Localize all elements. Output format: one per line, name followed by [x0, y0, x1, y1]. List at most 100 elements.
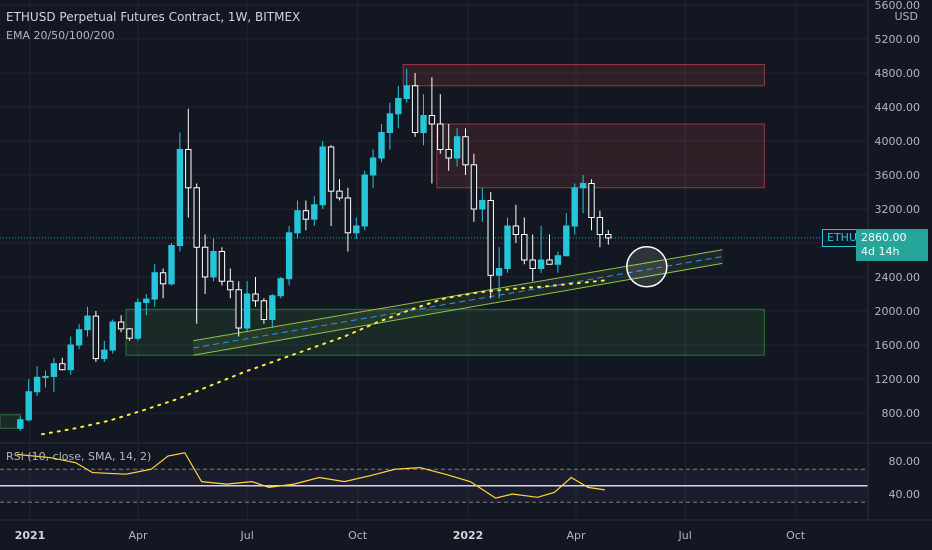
candle[interactable]: [67, 336, 74, 375]
candle[interactable]: [260, 298, 268, 324]
candle[interactable]: [42, 370, 49, 388]
candle[interactable]: [33, 366, 41, 396]
candle[interactable]: [285, 226, 293, 286]
rsi-panel: [0, 442, 932, 503]
candle[interactable]: [537, 226, 545, 273]
resistance-zone[interactable]: [436, 123, 765, 189]
candle[interactable]: [227, 268, 234, 299]
candle[interactable]: [302, 200, 310, 231]
candle[interactable]: [319, 141, 326, 209]
candle-body: [92, 315, 100, 360]
x-tick-label: Oct: [786, 529, 806, 542]
candle[interactable]: [596, 210, 604, 248]
candle[interactable]: [353, 217, 360, 239]
candle[interactable]: [521, 217, 528, 265]
candle-body: [17, 419, 24, 429]
candle[interactable]: [470, 153, 478, 222]
candle[interactable]: [218, 247, 226, 286]
candle[interactable]: [25, 379, 32, 422]
candle-body: [479, 200, 486, 210]
candle[interactable]: [504, 217, 511, 273]
candle[interactable]: [428, 77, 436, 184]
candle-body: [605, 234, 612, 239]
marker: [626, 246, 668, 288]
candle-body: [495, 268, 503, 276]
candle[interactable]: [361, 170, 368, 231]
candle[interactable]: [269, 294, 276, 328]
candle[interactable]: [143, 294, 150, 316]
rsi-tick-label: 40.00: [889, 488, 921, 501]
candle[interactable]: [17, 416, 24, 431]
candle[interactable]: [311, 196, 318, 226]
candle[interactable]: [529, 234, 536, 282]
candle[interactable]: [479, 187, 486, 222]
candle[interactable]: [201, 234, 209, 295]
candle[interactable]: [168, 243, 175, 286]
candle[interactable]: [176, 132, 184, 252]
candle[interactable]: [563, 213, 570, 257]
candle[interactable]: [336, 179, 343, 201]
candle[interactable]: [294, 200, 301, 239]
candle[interactable]: [243, 281, 251, 333]
candle[interactable]: [59, 357, 66, 371]
candle[interactable]: [126, 328, 133, 341]
candle[interactable]: [378, 124, 385, 163]
candle[interactable]: [437, 94, 444, 154]
candle-body: [277, 278, 284, 297]
candle[interactable]: [193, 183, 200, 324]
candle[interactable]: [92, 311, 100, 362]
candle[interactable]: [159, 268, 167, 299]
resistance-zone[interactable]: [402, 64, 765, 87]
candle[interactable]: [571, 183, 578, 235]
candle[interactable]: [101, 340, 108, 362]
channel-upper-line[interactable]: [193, 249, 723, 342]
rsi-legend[interactable]: RSI (10, close, SMA, 14, 2): [6, 450, 152, 463]
candle[interactable]: [403, 68, 410, 103]
candle[interactable]: [554, 251, 562, 273]
channel-lower-line[interactable]: [193, 262, 723, 356]
candle[interactable]: [344, 187, 352, 252]
indicator-legend[interactable]: EMA 20/50/100/200: [6, 29, 115, 42]
candle-body: [487, 200, 494, 276]
candle[interactable]: [588, 179, 595, 231]
ema-line[interactable]: [41, 279, 606, 436]
candle[interactable]: [327, 145, 335, 226]
candle[interactable]: [50, 357, 58, 392]
candle[interactable]: [495, 247, 503, 299]
candle[interactable]: [605, 230, 612, 245]
candle[interactable]: [369, 149, 377, 188]
support-zone[interactable]: [125, 308, 765, 356]
candle[interactable]: [210, 238, 217, 282]
candle[interactable]: [445, 124, 452, 171]
rsi-line[interactable]: [16, 452, 605, 499]
candle[interactable]: [109, 319, 116, 354]
candle[interactable]: [462, 128, 469, 175]
candle[interactable]: [151, 264, 158, 307]
candle-body: [588, 183, 595, 218]
candle[interactable]: [117, 315, 125, 333]
candle[interactable]: [84, 306, 91, 337]
grid: [0, 0, 868, 520]
candle[interactable]: [134, 298, 142, 341]
candle[interactable]: [386, 102, 394, 150]
candle[interactable]: [546, 234, 553, 265]
candle[interactable]: [453, 128, 461, 167]
candle-body: [168, 245, 175, 285]
candle[interactable]: [512, 204, 520, 243]
candle[interactable]: [235, 281, 242, 337]
candle[interactable]: [579, 175, 587, 214]
candle[interactable]: [395, 85, 402, 129]
candle[interactable]: [75, 323, 83, 350]
candle[interactable]: [487, 192, 494, 299]
candle[interactable]: [420, 94, 427, 146]
candle[interactable]: [411, 73, 419, 137]
y-tick-label: 1600.00: [875, 339, 921, 352]
ema-series: [0, 237, 868, 436]
candle[interactable]: [185, 108, 192, 218]
candle[interactable]: [277, 277, 284, 299]
candle[interactable]: [252, 277, 259, 307]
candle-body: [126, 328, 133, 339]
highlight-circle[interactable]: [626, 246, 668, 288]
x-tick-label: Jul: [678, 529, 692, 542]
